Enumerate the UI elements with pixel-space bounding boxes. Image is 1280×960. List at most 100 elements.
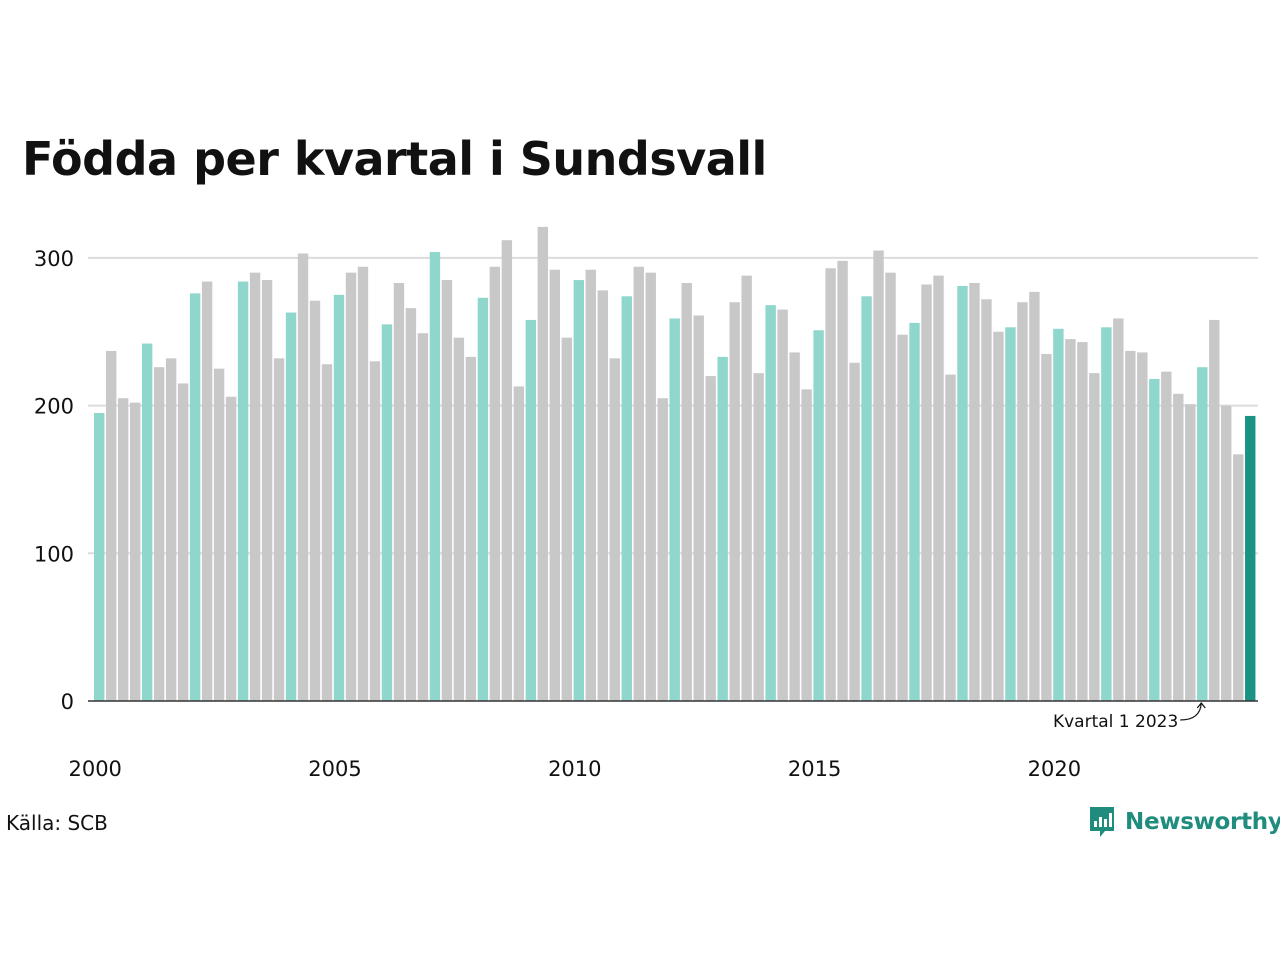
bar bbox=[105, 350, 117, 701]
y-tick-label: 200 bbox=[34, 395, 74, 419]
bar bbox=[693, 315, 704, 701]
bar bbox=[609, 358, 620, 701]
bar bbox=[1161, 371, 1172, 701]
bar bbox=[369, 361, 381, 701]
bar bbox=[153, 367, 165, 701]
bar bbox=[1125, 350, 1136, 701]
bar bbox=[357, 266, 369, 701]
bar bbox=[1221, 405, 1232, 701]
bar bbox=[741, 275, 752, 701]
bar bbox=[94, 412, 105, 701]
bar bbox=[873, 250, 884, 701]
x-axis-ticks: 2000 2005 2010 2015 2020 bbox=[68, 757, 1081, 781]
bar bbox=[501, 240, 513, 701]
bar bbox=[669, 318, 680, 701]
bar bbox=[1173, 393, 1184, 701]
bar bbox=[1101, 327, 1112, 701]
bar bbox=[753, 373, 764, 701]
bar bbox=[177, 383, 189, 701]
bar bbox=[417, 333, 429, 701]
bar bbox=[561, 337, 573, 701]
bar bbox=[1041, 353, 1052, 701]
bar bbox=[969, 283, 980, 701]
bar bbox=[381, 324, 393, 701]
bar bbox=[297, 253, 309, 701]
bar bbox=[681, 283, 692, 701]
bar bbox=[1245, 415, 1256, 701]
bar bbox=[453, 337, 465, 701]
bar bbox=[1209, 319, 1220, 701]
bars bbox=[94, 226, 1256, 702]
bar bbox=[813, 330, 824, 701]
bar bbox=[897, 334, 908, 701]
x-tick-label: 2000 bbox=[68, 757, 121, 781]
bar bbox=[141, 343, 153, 701]
bar bbox=[765, 305, 776, 701]
bar bbox=[1029, 291, 1040, 701]
source-label: Källa: SCB bbox=[6, 811, 108, 835]
bar bbox=[117, 398, 129, 701]
annotation: Kvartal 1 2023 bbox=[1053, 702, 1206, 732]
bar bbox=[537, 226, 549, 701]
bar bbox=[225, 396, 237, 701]
x-tick-label: 2020 bbox=[1028, 757, 1081, 781]
bar bbox=[993, 331, 1004, 701]
y-tick-label: 100 bbox=[34, 542, 74, 566]
bar bbox=[585, 269, 596, 701]
bar bbox=[633, 266, 644, 701]
bar bbox=[1185, 404, 1196, 701]
bar bbox=[789, 352, 800, 701]
bar bbox=[957, 285, 968, 701]
newsworthy-logo: Newsworthy bbox=[1088, 804, 1280, 840]
bar bbox=[945, 374, 956, 701]
bar bbox=[657, 398, 668, 701]
bar bbox=[345, 272, 357, 701]
newsworthy-logo-icon bbox=[1090, 807, 1114, 837]
bar bbox=[645, 272, 656, 701]
bar bbox=[1053, 328, 1064, 701]
bar bbox=[705, 376, 716, 701]
bar bbox=[597, 290, 608, 701]
bar bbox=[1005, 327, 1016, 701]
bar bbox=[213, 368, 225, 701]
bar bbox=[201, 281, 213, 701]
y-tick-label: 0 bbox=[61, 690, 74, 714]
bar bbox=[909, 322, 920, 701]
annotation-arrow bbox=[1180, 702, 1206, 721]
bar bbox=[1197, 367, 1208, 701]
bar bbox=[849, 362, 860, 701]
bar bbox=[717, 356, 728, 701]
bar bbox=[1077, 342, 1088, 701]
x-tick-label: 2015 bbox=[788, 757, 841, 781]
bar bbox=[801, 389, 812, 701]
x-tick-label: 2010 bbox=[548, 757, 601, 781]
bar bbox=[837, 260, 848, 701]
bar bbox=[285, 312, 297, 701]
bar bbox=[513, 386, 525, 701]
bar bbox=[393, 283, 405, 701]
bar bbox=[621, 296, 632, 701]
bar bbox=[189, 293, 201, 701]
newsworthy-logo-text: Newsworthy bbox=[1125, 809, 1280, 835]
bar bbox=[1233, 454, 1244, 701]
bar bbox=[825, 268, 836, 701]
x-tick-label: 2005 bbox=[308, 757, 361, 781]
bar bbox=[465, 356, 477, 701]
bar bbox=[309, 300, 321, 701]
bar bbox=[429, 251, 441, 702]
bar bbox=[249, 272, 261, 701]
bar bbox=[861, 296, 872, 701]
annotation-label: Kvartal 1 2023 bbox=[1053, 712, 1178, 732]
bar bbox=[333, 294, 345, 701]
bar bbox=[885, 272, 896, 701]
bar bbox=[921, 284, 932, 701]
bar bbox=[321, 364, 333, 701]
bar bbox=[237, 281, 249, 701]
bar bbox=[129, 402, 141, 701]
bar bbox=[729, 302, 740, 701]
bar bbox=[573, 280, 584, 701]
bar bbox=[1017, 302, 1028, 701]
bar bbox=[1065, 339, 1076, 701]
bar bbox=[477, 297, 489, 701]
bar bbox=[525, 319, 537, 701]
